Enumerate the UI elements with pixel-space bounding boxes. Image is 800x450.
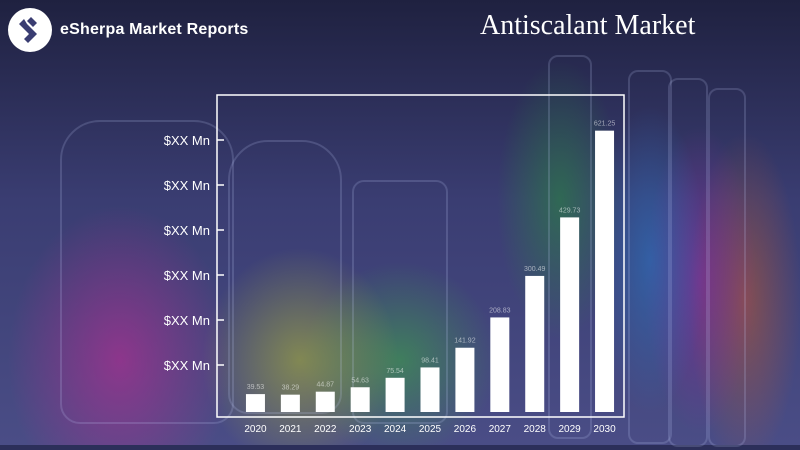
y-tick-label: $XX Mn <box>164 313 210 328</box>
flask-shape <box>60 120 234 424</box>
x-tick-label: 2028 <box>524 424 547 435</box>
chart-frame <box>216 94 625 418</box>
y-tick-label: $XX Mn <box>164 268 210 283</box>
y-axis: $XX Mn $XX Mn $XX Mn $XX Mn $XX Mn $XX Mn <box>164 133 224 373</box>
bars-group: 39.53 38.29 44.87 54.63 75.54 98.41 141.92 208.… <box>245 121 616 412</box>
bar <box>385 377 405 412</box>
brand-name: eSherpa Market Reports <box>60 21 249 38</box>
bar <box>350 387 370 412</box>
bar-value-label: 75.54 <box>386 368 404 375</box>
page-title: Antiscalant Market <box>480 10 696 41</box>
test-tube-shape <box>628 70 672 444</box>
x-tick-label: 2026 <box>454 424 477 435</box>
x-tick-label: 2030 <box>593 424 616 435</box>
x-tick-label: 2024 <box>384 424 407 435</box>
bar <box>455 347 475 412</box>
bar-value-label: 54.63 <box>351 377 369 384</box>
bar-value-label: 39.53 <box>247 384 265 391</box>
brand-logo: eSherpa Market Reports <box>8 8 248 52</box>
x-tick-label: 2027 <box>489 424 512 435</box>
y-tick-label: $XX Mn <box>164 178 210 193</box>
bar <box>420 367 440 412</box>
bar-value-label: 429.73 <box>559 207 581 214</box>
x-tick-label: 2020 <box>244 424 267 435</box>
bar-value-label: 44.87 <box>317 382 335 389</box>
x-tick-label: 2022 <box>314 424 337 435</box>
x-tick-label: 2025 <box>419 424 442 435</box>
bar <box>490 317 510 412</box>
x-tick-label: 2021 <box>279 424 302 435</box>
bar <box>280 394 300 412</box>
bar <box>245 394 265 412</box>
beaker-shape <box>352 180 448 424</box>
x-tick-label: 2029 <box>559 424 582 435</box>
bar-value-label: 141.92 <box>454 338 476 345</box>
bar-value-label: 300.49 <box>524 266 546 273</box>
bar-value-label: 621.25 <box>594 121 616 128</box>
flask-shape <box>228 140 342 414</box>
test-tube-shape <box>548 55 592 439</box>
x-tick-label: 2023 <box>349 424 372 435</box>
esherpa-logo-icon <box>8 8 52 52</box>
x-axis: 2020 2021 2022 2023 2024 2025 2026 2027 2028 2029… <box>244 424 616 435</box>
bar-value-label: 98.41 <box>421 357 439 364</box>
bar <box>595 130 615 412</box>
bar <box>560 217 580 412</box>
bar-value-label: 208.83 <box>489 307 511 314</box>
y-tick-label: $XX Mn <box>164 133 210 148</box>
bar <box>525 275 545 412</box>
y-tick-label: $XX Mn <box>164 358 210 373</box>
y-tick-label: $XX Mn <box>164 223 210 238</box>
bar <box>315 391 335 412</box>
bar-value-label: 38.29 <box>282 385 300 392</box>
